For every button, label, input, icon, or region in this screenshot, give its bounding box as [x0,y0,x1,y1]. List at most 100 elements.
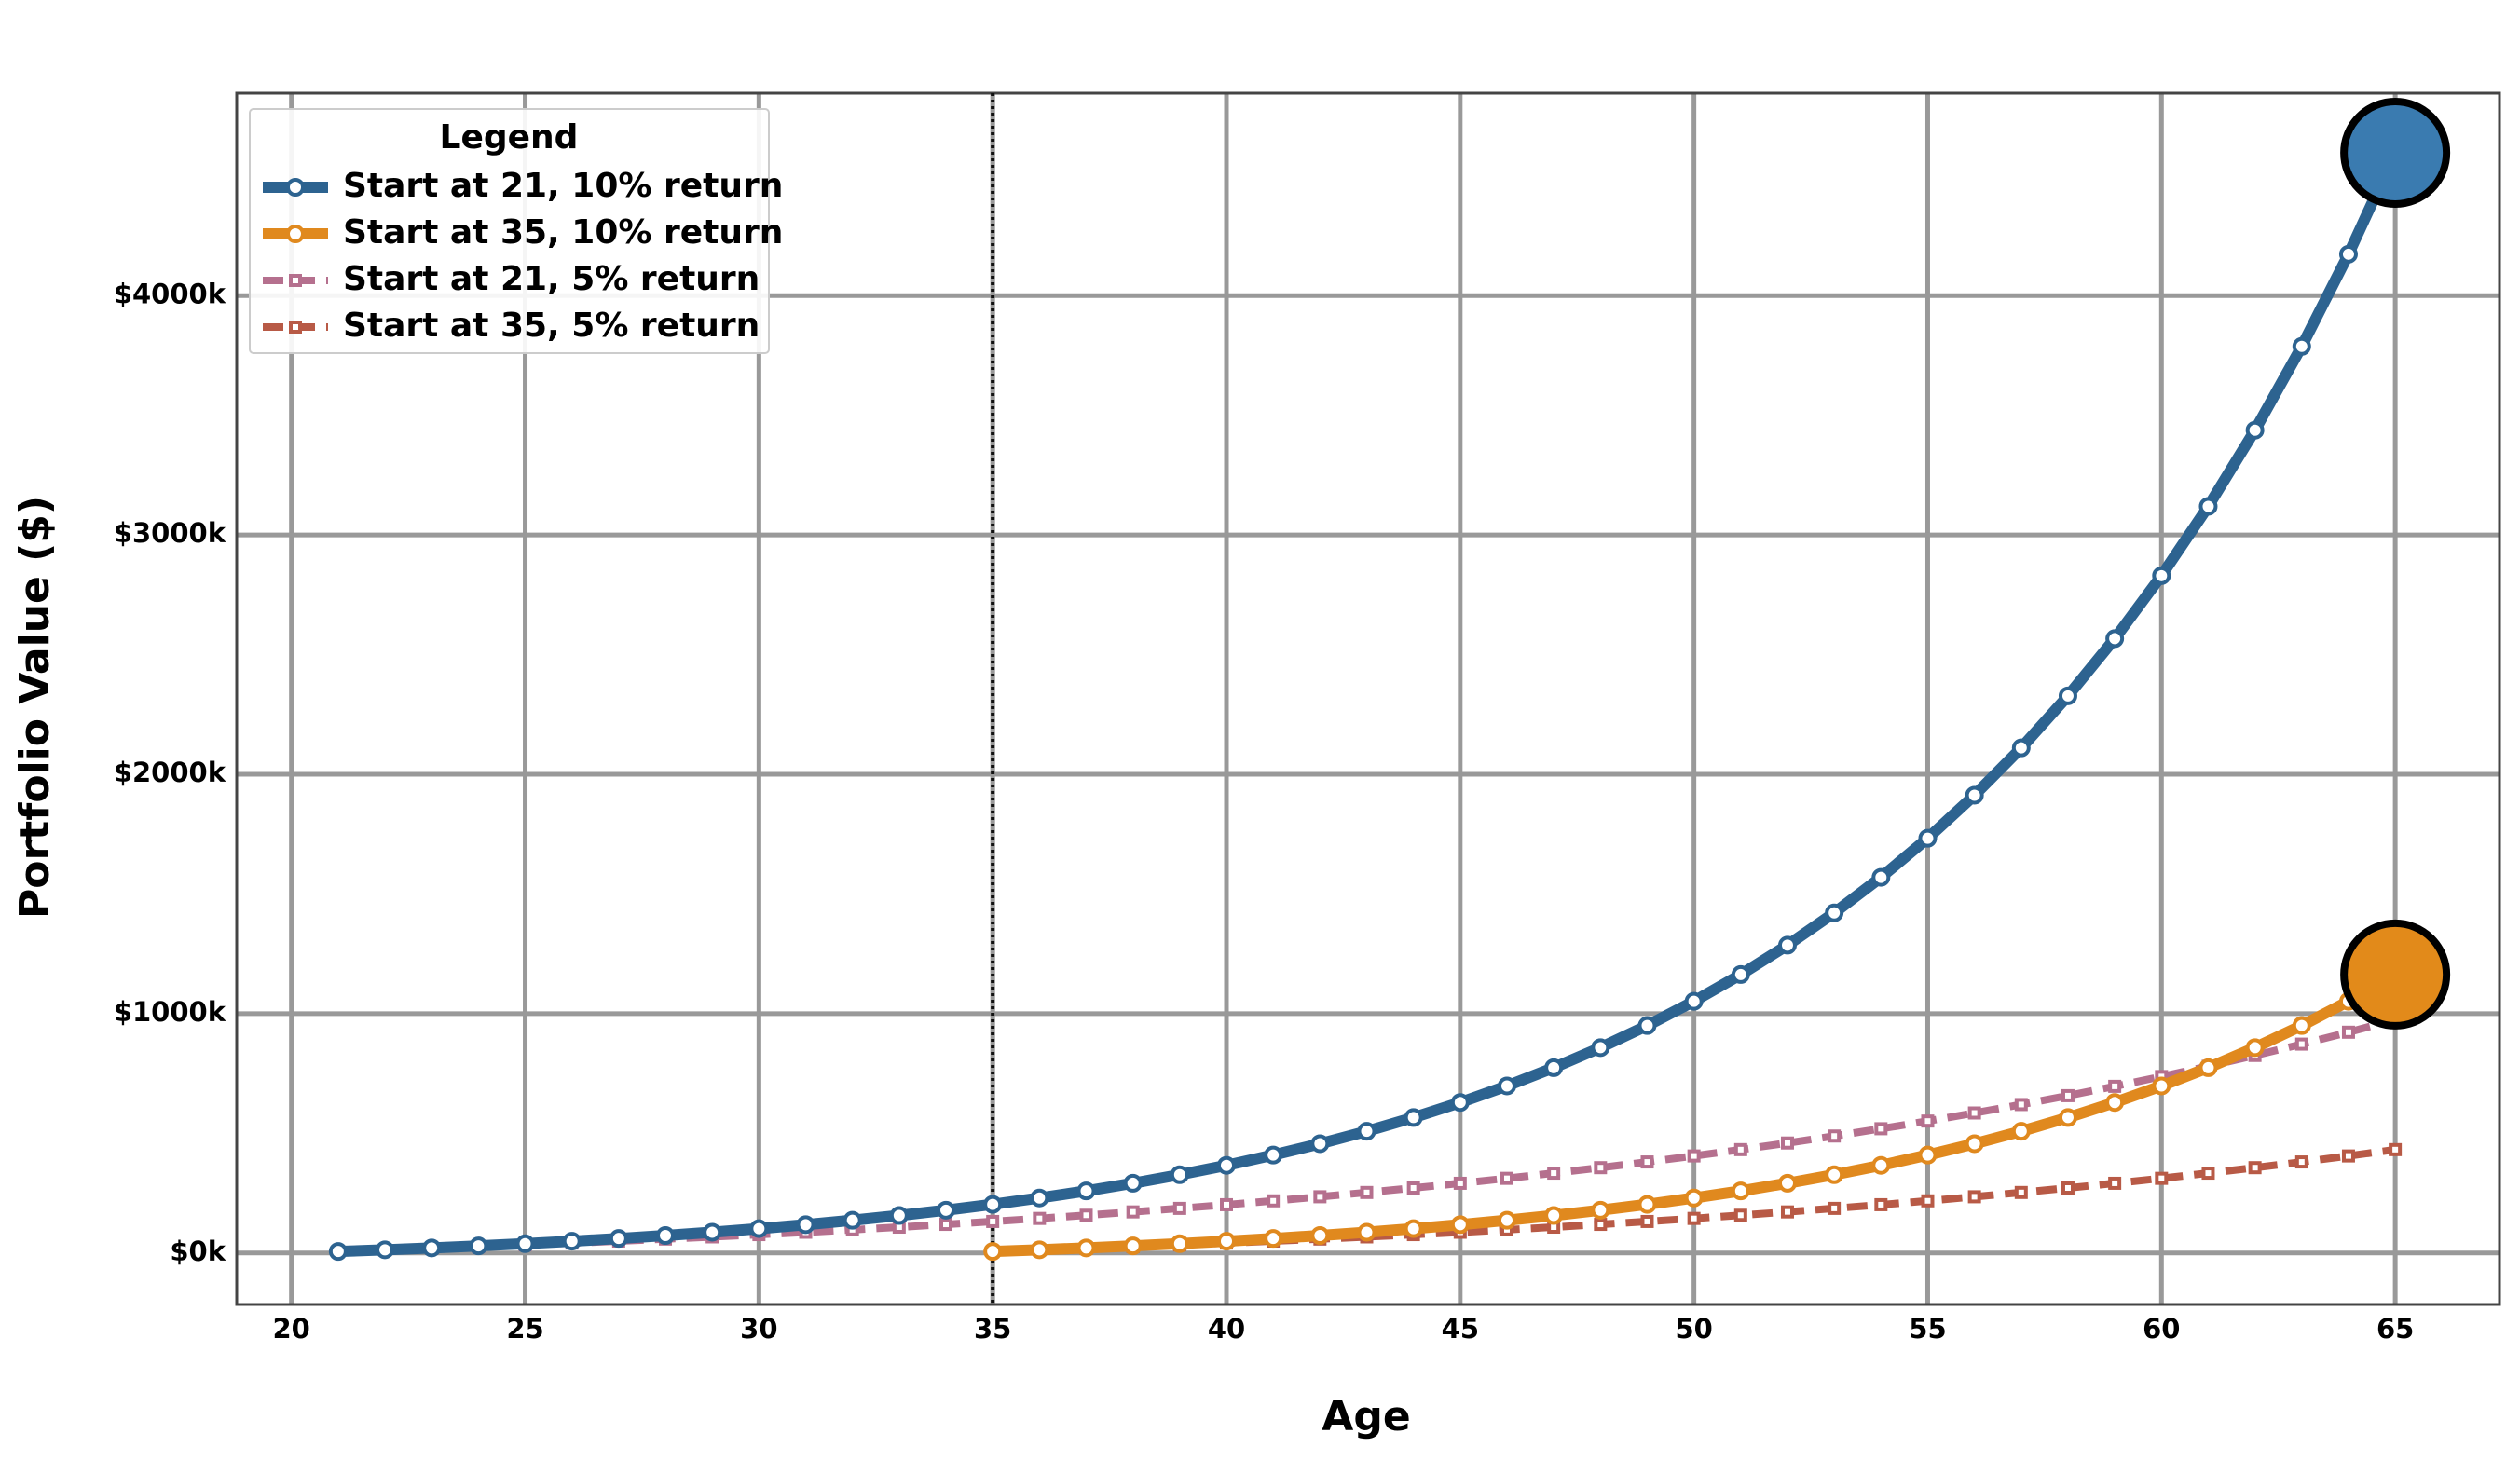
x-tick-label: 40 [1208,1313,1245,1345]
data-point [1126,1205,1140,1219]
data-point [2011,738,2031,758]
data-point [1684,1188,1704,1208]
data-point [2198,497,2218,516]
data-point [2248,1161,2262,1175]
highlight-point [2340,97,2451,208]
data-point [1453,1176,1467,1190]
data-point [1731,964,1750,984]
data-point [1684,991,1704,1011]
x-tick-label: 30 [740,1313,777,1345]
data-point [1172,1201,1186,1215]
data-point [749,1219,769,1238]
data-point [1594,1218,1608,1232]
data-point [2014,1185,2028,1199]
data-point [1731,1181,1750,1201]
data-point [2108,1079,2122,1093]
y-tick-label: $3000k [114,517,226,549]
data-point [1404,1108,1423,1127]
data-point [1780,1136,1794,1150]
data-point [2011,1122,2031,1141]
data-point [1033,1211,1047,1225]
data-point [2245,420,2265,440]
data-point [986,1214,1000,1228]
data-point [1687,1149,1701,1163]
data-point [937,1200,956,1220]
data-point [939,1218,953,1232]
data-point [1777,1173,1797,1193]
data-point [1777,935,1797,955]
data-point [1687,1211,1701,1225]
data-point [1497,1210,1516,1230]
data-point [562,1232,582,1251]
data-point [1544,1206,1564,1225]
highlight-point [2340,919,2451,1030]
x-tick-label: 60 [2143,1313,2180,1345]
data-point [1076,1238,1096,1258]
data-point [1967,1106,1981,1120]
data-point [1591,1200,1610,1220]
data-point [2061,1181,2075,1195]
data-point [1637,1195,1657,1214]
data-point [2108,1176,2122,1190]
data-point [2058,1108,2077,1127]
data-point [1500,1171,1513,1185]
data-point [983,1195,1003,1214]
legend-marker [289,321,302,334]
data-point [1219,1197,1233,1211]
data-point [1921,1194,1935,1208]
data-point [842,1210,862,1230]
x-tick-label: 55 [1909,1313,1946,1345]
data-point [889,1206,909,1225]
data-point [1918,828,1938,848]
data-point [422,1238,442,1258]
legend-label: Start at 21, 5% return [343,260,760,298]
data-point [1170,1234,1189,1253]
data-point [328,1242,348,1262]
y-axis-title: Portfolio Value ($) [11,496,59,919]
y-tick-label: $1000k [114,996,226,1028]
data-point [1313,1190,1327,1204]
data-point [1874,1122,1888,1136]
data-point [2292,1016,2311,1035]
data-point [1825,1165,1844,1184]
data-point [656,1225,676,1245]
y-tick-label: $0k [170,1236,226,1267]
data-point [1030,1240,1049,1260]
legend-marker [286,178,305,197]
data-point [1965,785,1984,805]
data-point [2152,566,2171,585]
data-point [1170,1165,1189,1184]
data-point [1404,1219,1423,1238]
legend-label: Start at 21, 10% return [343,167,783,205]
data-point [2294,1037,2308,1051]
data-point [1591,1038,1610,1058]
data-point [1030,1188,1049,1208]
x-tick-label: 45 [1442,1313,1479,1345]
legend-marker [289,274,302,287]
data-point [1733,1208,1747,1222]
y-tick-label: $4000k [114,278,226,309]
x-tick-label: 50 [1675,1313,1712,1345]
legend-title: Legend [440,118,579,157]
data-point [2198,1058,2218,1077]
data-point [1965,1134,1984,1154]
data-point [1406,1181,1420,1195]
data-point [983,1242,1003,1262]
data-point [1216,1155,1236,1175]
data-point [1310,1134,1330,1154]
data-point [1450,1215,1470,1235]
data-point [1921,1114,1935,1128]
data-point [1871,867,1891,887]
data-point [2294,1155,2308,1169]
data-point [1594,1161,1608,1175]
data-point [1079,1208,1093,1222]
data-point [1871,1155,1891,1175]
data-point [1497,1076,1516,1096]
data-point [1828,1129,1842,1143]
data-point [2389,1142,2403,1156]
data-point [1123,1236,1143,1256]
x-tick-label: 65 [2376,1313,2414,1345]
y-tick-label: $2000k [114,757,226,788]
data-point [796,1215,815,1235]
